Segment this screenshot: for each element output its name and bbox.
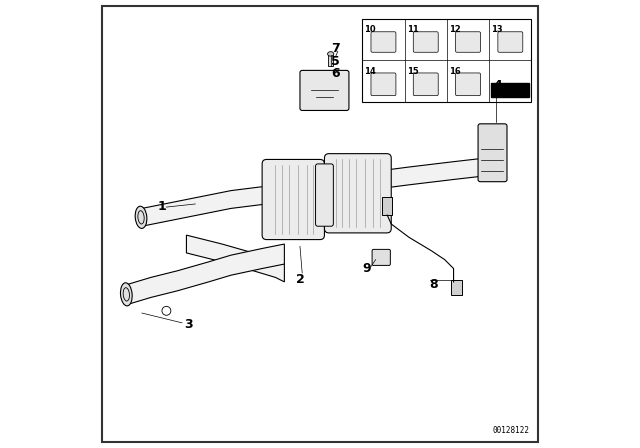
Polygon shape xyxy=(142,158,484,226)
Bar xyxy=(328,55,333,66)
FancyBboxPatch shape xyxy=(371,32,396,52)
FancyBboxPatch shape xyxy=(324,154,391,233)
Text: 13: 13 xyxy=(492,26,503,34)
Text: 1: 1 xyxy=(157,200,166,213)
FancyBboxPatch shape xyxy=(413,73,438,96)
FancyBboxPatch shape xyxy=(316,164,333,226)
FancyBboxPatch shape xyxy=(456,32,481,52)
Polygon shape xyxy=(186,235,284,282)
FancyBboxPatch shape xyxy=(372,250,390,265)
FancyBboxPatch shape xyxy=(456,73,481,96)
Text: 9: 9 xyxy=(362,262,371,275)
Text: 8: 8 xyxy=(429,278,438,291)
Text: 12: 12 xyxy=(449,26,461,34)
Ellipse shape xyxy=(135,206,147,228)
Text: 6: 6 xyxy=(332,67,340,80)
Text: 5: 5 xyxy=(332,55,340,68)
Text: 16: 16 xyxy=(449,67,461,76)
Ellipse shape xyxy=(328,52,334,56)
FancyBboxPatch shape xyxy=(478,124,507,182)
Text: 00128122: 00128122 xyxy=(492,426,529,435)
FancyBboxPatch shape xyxy=(262,159,324,240)
Bar xyxy=(362,19,531,102)
Text: 15: 15 xyxy=(407,67,419,76)
Text: 10: 10 xyxy=(365,26,376,34)
Text: 14: 14 xyxy=(365,67,376,76)
Text: 2: 2 xyxy=(296,273,305,286)
FancyBboxPatch shape xyxy=(498,32,523,52)
FancyBboxPatch shape xyxy=(371,73,396,96)
Text: 7: 7 xyxy=(332,42,340,55)
Text: 3: 3 xyxy=(184,318,193,331)
Polygon shape xyxy=(129,244,284,304)
Bar xyxy=(451,280,463,295)
Bar xyxy=(382,197,392,215)
Ellipse shape xyxy=(120,283,132,306)
Text: 4: 4 xyxy=(493,79,502,92)
FancyBboxPatch shape xyxy=(413,32,438,52)
Polygon shape xyxy=(492,83,529,97)
FancyBboxPatch shape xyxy=(300,70,349,111)
Text: 11: 11 xyxy=(407,26,419,34)
